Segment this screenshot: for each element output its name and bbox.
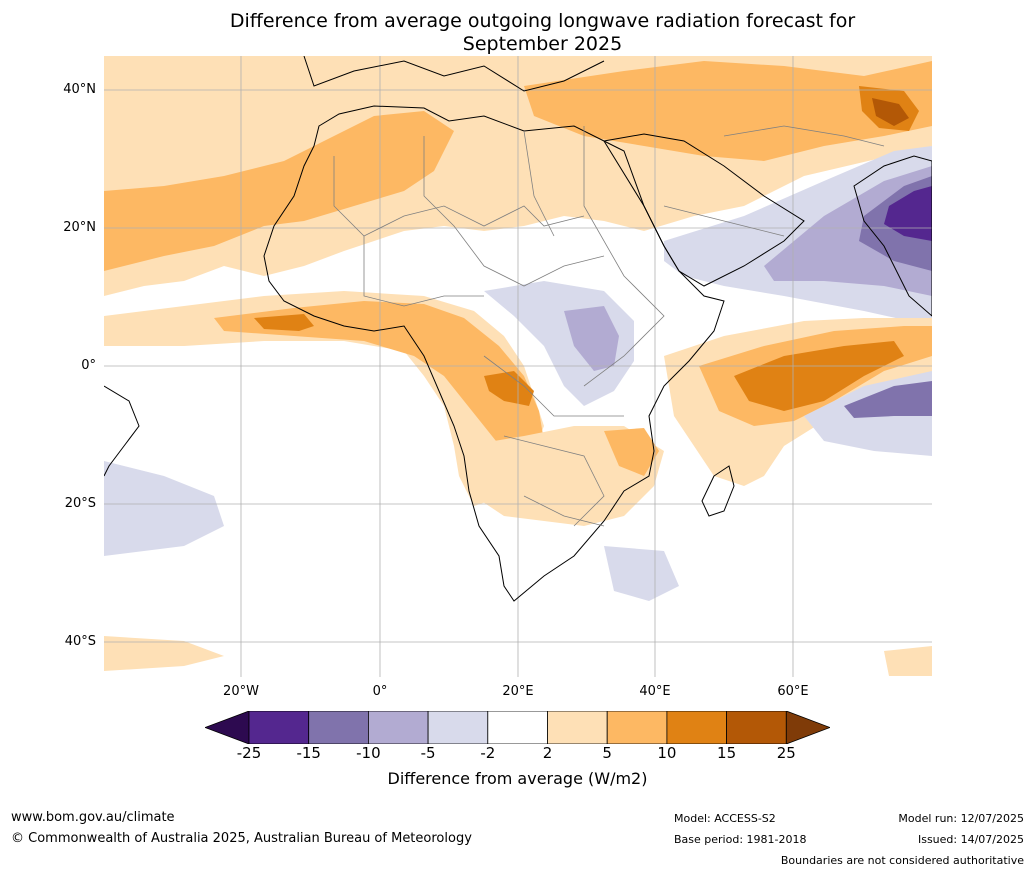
anomaly-region-arabia-medium (524, 61, 932, 161)
colorbar-extend-min (205, 711, 250, 744)
olr-anomaly-map (104, 56, 932, 677)
colorbar-tick-label: -10 (356, 744, 381, 762)
europe-coastline (303, 56, 605, 92)
colorbar-segment-n2_2 (487, 711, 548, 744)
country-boundaries (333, 125, 885, 527)
title-line-1: Difference from average outgoing longwav… (229, 10, 856, 32)
south-america-coast (104, 385, 140, 477)
footer-url[interactable]: www.bom.gov.au/climate (11, 810, 175, 825)
footer-model-run: Model run: 12/07/2025 (898, 812, 1024, 825)
colorbar-segment-p2_5 (547, 711, 608, 744)
africa-coastline (263, 105, 725, 602)
gridlines (104, 56, 932, 677)
anomaly-region-iran-max (872, 98, 909, 126)
anomaly-region-guinea-strong-1 (254, 314, 314, 331)
arabia-coastline (603, 133, 805, 287)
colorbar-segment-n15_n10 (308, 711, 369, 744)
colorbar-segment-n25_n15 (248, 711, 310, 744)
colorbar-tick-label: -15 (296, 744, 321, 762)
anomaly-region-south-atlantic-light (104, 461, 224, 556)
lat-label-40n: 40°N (63, 82, 96, 97)
lon-label-20w: 20°W (223, 684, 259, 699)
colorbar-segment-n10_n5 (367, 711, 429, 744)
footer-copyright: © Commonwealth of Australia 2025, Austra… (11, 831, 472, 846)
colorbar-label: Difference from average (W/m2) (387, 769, 648, 788)
coastlines (104, 56, 932, 602)
lat-label-0: 0° (81, 358, 96, 373)
anomaly-region-southern-ocean-light (104, 636, 224, 671)
india-coastline (853, 155, 932, 317)
lat-label-20s: 20°S (64, 496, 96, 511)
colorbar-tick-label: 2 (542, 744, 553, 762)
colorbar-tick-label: 15 (717, 744, 737, 762)
colorbar-tick-label: -25 (236, 744, 262, 762)
colorbar-segment-p10_15 (666, 711, 727, 744)
footer-disclaimer: Boundaries are not considered authoritat… (780, 854, 1024, 867)
colorbar (205, 711, 830, 744)
colorbar-tick-label: -5 (420, 744, 436, 762)
anomaly-region-sw-indian-ocean-medium (844, 381, 932, 418)
anomaly-region-sahara-medium (104, 111, 454, 271)
lon-label-40e: 40°E (639, 684, 671, 699)
anomaly-region-east-africa-medium (564, 306, 619, 371)
title-line-2: September 2025 (462, 33, 623, 55)
madagascar-coastline (701, 465, 735, 517)
anomaly-region-south-africa-east-light (604, 546, 679, 601)
colorbar-tick-label: -2 (480, 744, 496, 762)
footer-model: Model: ACCESS-S2 (674, 812, 776, 825)
lon-label-60e: 60°E (777, 684, 809, 699)
anomaly-region-india-min (884, 186, 932, 241)
colorbar-tick-label: 5 (602, 744, 612, 762)
colorbar-segment-p5_10 (606, 711, 668, 744)
anomaly-region-southern-ocean-east-light (884, 646, 932, 676)
colorbar-segment-p15_25 (726, 711, 787, 744)
anomaly-region-guinea-medium (214, 301, 544, 456)
footer-base-period: Base period: 1981-2018 (674, 833, 807, 846)
lat-label-40s: 40°S (64, 634, 96, 649)
colorbar-extend-max (785, 711, 830, 744)
lon-label-20e: 20°E (502, 684, 534, 699)
lon-label-0: 0° (372, 684, 388, 699)
anomaly-region-indian-ocean-strong (734, 341, 904, 411)
lat-label-20n: 20°N (63, 220, 96, 235)
colorbar-segment-n5_n2 (427, 711, 489, 744)
colorbar-tick-label: 10 (657, 744, 677, 762)
colorbar-tick-label: 25 (776, 744, 796, 762)
anomaly-region-mozambique-medium (604, 428, 659, 476)
anomaly-region-congo-strong (484, 371, 534, 406)
chart-title: Difference from average outgoing longwav… (130, 10, 955, 56)
footer-issued: Issued: 14/07/2025 (917, 833, 1024, 846)
